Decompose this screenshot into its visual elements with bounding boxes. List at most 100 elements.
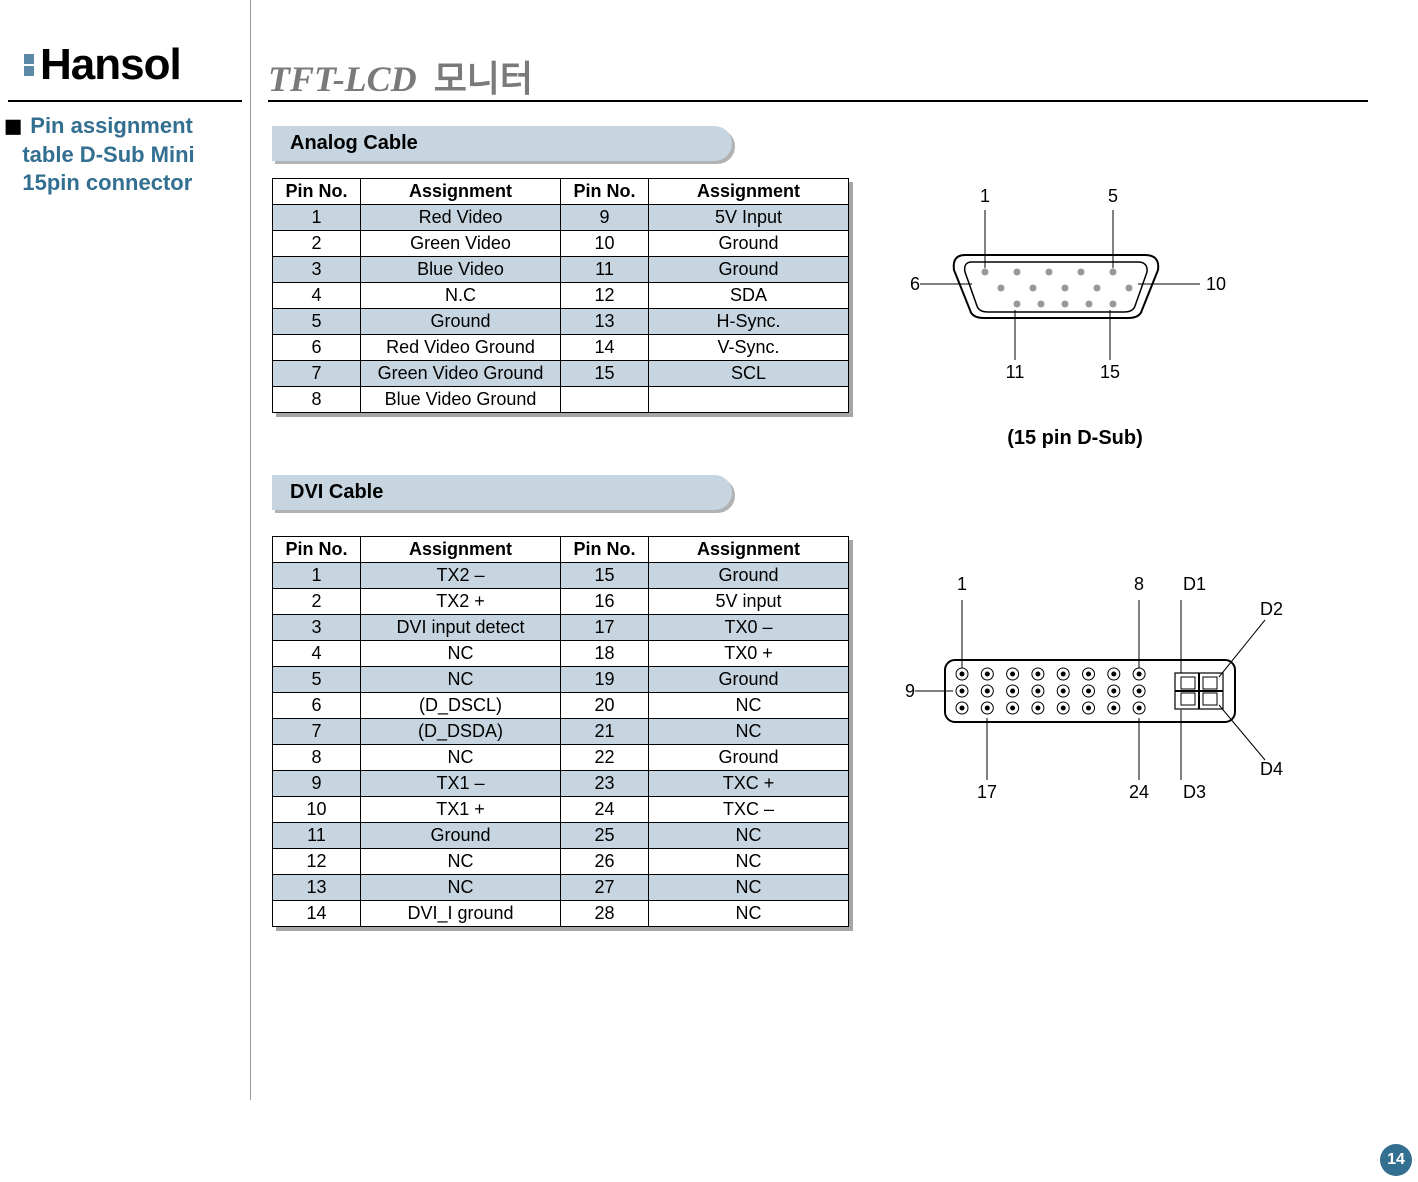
section1-title: Analog Cable [290,132,418,154]
table-cell: N.C [361,283,561,309]
table-cell: Ground [361,823,561,849]
table-row: 5Ground13H-Sync. [273,309,849,335]
table-cell: 10 [273,797,361,823]
table-cell: 15 [561,361,649,387]
col-assign: Assignment [649,537,849,563]
table-cell: TX0 – [649,615,849,641]
table-cell: Ground [649,257,849,283]
divider-main [268,100,1368,102]
table-cell: 7 [273,719,361,745]
table-cell: NC [361,875,561,901]
dvi-n8: 8 [1134,574,1144,594]
table-cell: 5V Input [649,205,849,231]
section-header-dvi: DVI Cable [272,475,732,510]
section-header-analog: Analog Cable [272,126,732,161]
table-cell: 24 [561,797,649,823]
dsub-n10: 10 [1206,274,1226,294]
dvi-d4: D4 [1260,759,1283,779]
table-row: 9TX1 –23TXC + [273,771,849,797]
sidebar-line3: 15pin connector [22,170,192,195]
table-cell: V-Sync. [649,335,849,361]
table-cell: NC [649,693,849,719]
table-cell: 1 [273,563,361,589]
table-cell: 11 [273,823,361,849]
table-cell: 14 [561,335,649,361]
table-cell: 2 [273,231,361,257]
dsub-connector-diagram: 1 5 6 10 11 15 (15 pin D-Sub) [910,180,1240,450]
table-row: 3DVI input detect17TX0 – [273,615,849,641]
table-row: 13NC27NC [273,875,849,901]
table-cell: Ground [649,745,849,771]
col-pin: Pin No. [273,179,361,205]
table-cell: 6 [273,335,361,361]
table-cell: 17 [561,615,649,641]
table-cell: 8 [273,387,361,413]
table-cell: 10 [561,231,649,257]
col-pin: Pin No. [561,537,649,563]
sidebar-line2: table D-Sub Mini [22,142,194,167]
table-cell: TX2 + [361,589,561,615]
table-cell: 9 [273,771,361,797]
table-row: 1TX2 –15Ground [273,563,849,589]
table-row: 7(D_DSDA)21NC [273,719,849,745]
divider-top-left [8,100,242,102]
table-cell: SDA [649,283,849,309]
table-cell: 12 [273,849,361,875]
table-row: 2TX2 +165V input [273,589,849,615]
table-cell: 4 [273,641,361,667]
table-cell: H-Sync. [649,309,849,335]
table-cell: TXC + [649,771,849,797]
table-row: 5NC19Ground [273,667,849,693]
table-cell: TX0 + [649,641,849,667]
col-assign: Assignment [649,179,849,205]
table-cell: 15 [561,563,649,589]
col-assign: Assignment [361,179,561,205]
table-header-row: Pin No. Assignment Pin No. Assignment [273,537,849,563]
table-cell: DVI input detect [361,615,561,641]
table-row: 8Blue Video Ground [273,387,849,413]
dsub-n1: 1 [980,186,990,206]
dvi-table: Pin No. Assignment Pin No. Assignment 1T… [272,536,849,927]
table-cell: 7 [273,361,361,387]
col-assign: Assignment [361,537,561,563]
section2-title: DVI Cable [290,481,383,503]
table-cell: NC [649,849,849,875]
table-cell: 23 [561,771,649,797]
table-cell: DVI_I ground [361,901,561,927]
dvi-d3: D3 [1183,782,1206,802]
table-row: 12NC26NC [273,849,849,875]
page-number-badge: 14 [1380,1144,1412,1176]
table-cell: 5 [273,309,361,335]
bullet-icon: ◼ [4,113,22,138]
brand-logo: Hansol [24,40,181,90]
table-cell: 9 [561,205,649,231]
logo-mark-icon [24,54,34,76]
table-cell: 13 [561,309,649,335]
table-cell: (D_DSCL) [361,693,561,719]
table-cell: 12 [561,283,649,309]
dvi-n9: 9 [905,681,915,701]
table-row: 2Green Video10Ground [273,231,849,257]
title-korean: 모니터 [434,58,533,99]
table-row: 14DVI_I ground28NC [273,901,849,927]
table-row: 4NC18TX0 + [273,641,849,667]
table-cell: Green Video Ground [361,361,561,387]
table-row: 8NC22Ground [273,745,849,771]
table-cell: Ground [649,667,849,693]
dvi-connector-diagram: 1 8 D1 D2 9 D4 17 24 D3 [905,560,1265,825]
table-cell: 5 [273,667,361,693]
table-row: 6(D_DSCL)20NC [273,693,849,719]
table-cell: 26 [561,849,649,875]
table-cell [649,387,849,413]
table-cell: Green Video [361,231,561,257]
table-cell: 11 [561,257,649,283]
dsub-n5: 5 [1108,186,1118,206]
divider-vertical [250,0,251,1100]
table-cell: 16 [561,589,649,615]
table-cell: NC [361,641,561,667]
logo-text: Hansol [40,40,181,90]
table-cell: 22 [561,745,649,771]
table-cell: 14 [273,901,361,927]
table-cell: 18 [561,641,649,667]
table-cell: 28 [561,901,649,927]
